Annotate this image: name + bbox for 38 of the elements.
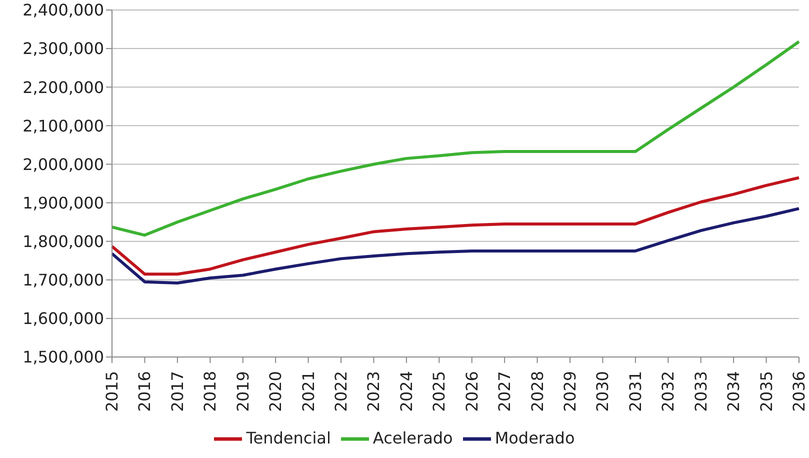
x-tick-label: 2031: [626, 371, 645, 412]
x-tick-label: 2018: [200, 371, 220, 412]
y-tick-label: 2,400,000: [22, 0, 104, 20]
y-tick-label: 2,200,000: [22, 78, 104, 97]
x-tick-label: 2017: [168, 371, 187, 412]
x-tick-label: 2024: [396, 371, 416, 412]
x-tick-label: 2028: [528, 371, 547, 412]
y-tick-label: 2,000,000: [22, 154, 104, 174]
y-tick-label: 1,800,000: [22, 232, 104, 252]
x-tick-label: 2016: [135, 371, 154, 412]
x-tick-label: 2036: [790, 371, 808, 412]
x-tick-label: 2025: [430, 371, 449, 412]
x-tick-label: 2027: [495, 371, 514, 412]
x-tick-label: 2033: [691, 371, 710, 412]
x-tick-label: 2032: [658, 371, 678, 412]
x-tick-label: 2020: [266, 371, 286, 412]
x-tick-label: 2026: [462, 371, 482, 412]
y-tick-label: 1,600,000: [22, 309, 104, 328]
y-tick-label: 2,100,000: [22, 116, 104, 136]
line-series: [110, 176, 800, 276]
x-tick-label: 2030: [593, 371, 612, 412]
x-tick-label: 2019: [233, 371, 252, 412]
line-series: [110, 207, 800, 284]
y-tick-label: 2,300,000: [22, 39, 104, 58]
x-tick-label: 2023: [364, 371, 384, 412]
y-tick-label: 1,900,000: [22, 193, 104, 212]
legend-label: Moderado: [494, 428, 575, 448]
x-tick-label: 2021: [298, 371, 318, 412]
x-tick-label: 2029: [560, 371, 580, 412]
line-series: [110, 40, 800, 237]
x-tick-label: 2022: [332, 371, 350, 412]
y-tick-label: 1,700,000: [22, 270, 104, 290]
x-tick-label: 2035: [756, 371, 776, 412]
y-tick-label: 1,500,000: [22, 348, 104, 367]
legend-label: Tendencial: [246, 428, 331, 448]
legend-label: Acelerado: [372, 428, 453, 448]
x-tick-label: 2015: [102, 371, 122, 412]
x-tick-label: 2034: [724, 371, 744, 412]
